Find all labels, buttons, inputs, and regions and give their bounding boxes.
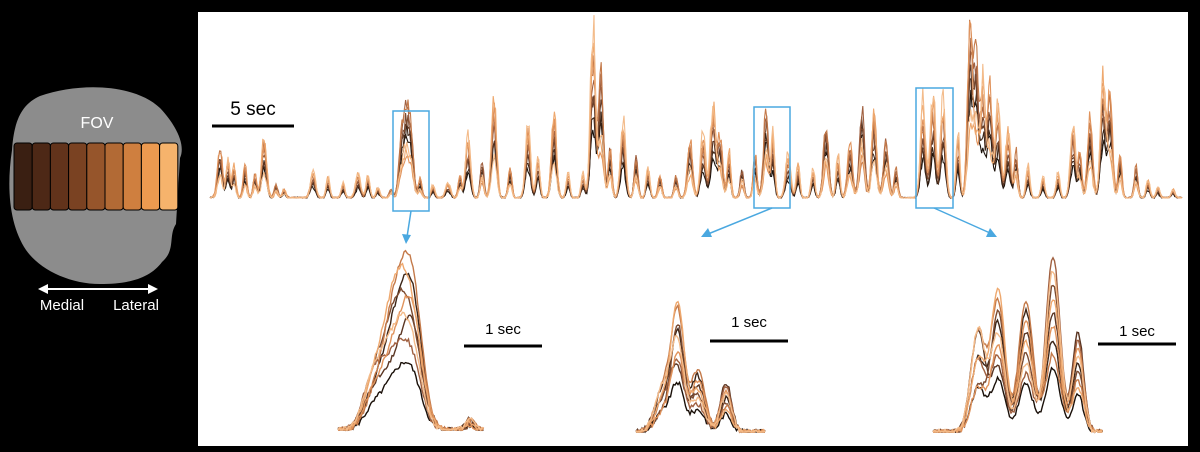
scale-label-zoom-2: 1 sec — [731, 314, 767, 331]
imaging-strip — [86, 142, 106, 211]
main-trace-line — [209, 50, 1183, 199]
zoom-arrow-1 — [402, 210, 412, 244]
zoom-trace-group-3 — [932, 256, 1104, 434]
zoom-arrow-3 — [933, 207, 997, 237]
scale-label-zoom-3: 1 sec — [1119, 323, 1155, 340]
imaging-strip — [31, 142, 51, 211]
main-trace-line — [209, 15, 1182, 200]
imaging-strip — [49, 142, 70, 211]
zoom-arrow-2 — [701, 207, 773, 237]
main-trace-group — [209, 15, 1183, 200]
main-trace-line — [209, 21, 1183, 199]
scale-label-zoom-1: 1 sec — [485, 321, 521, 338]
zoom-trace-line — [932, 270, 1103, 433]
lateral-label: Lateral — [113, 297, 159, 314]
imaging-strip — [159, 142, 179, 211]
imaging-strips — [13, 142, 179, 211]
fov-diagram: FOV Medial Lateral — [9, 87, 182, 314]
zoom-trace-line — [636, 300, 766, 434]
medial-lateral-arrow — [38, 284, 158, 294]
main-trace-line — [210, 37, 1183, 200]
imaging-strip — [122, 142, 142, 211]
zoom-trace-line — [636, 326, 766, 434]
imaging-strip — [140, 142, 161, 211]
medial-label: Medial — [40, 297, 84, 314]
zoom-trace-line — [337, 311, 484, 432]
imaging-strip — [68, 142, 88, 211]
imaging-strip — [104, 142, 124, 211]
fov-panel: FOV Medial Lateral — [0, 0, 196, 452]
main-trace-line — [209, 19, 1183, 200]
trace-panel: 5 sec 1 sec 1 sec 1 sec — [198, 12, 1188, 446]
zoom-trace-group-2 — [635, 300, 766, 434]
zoom-trace-line — [933, 319, 1103, 434]
zoom-trace-line — [338, 249, 485, 432]
imaging-strip — [13, 142, 33, 211]
fov-label: FOV — [81, 115, 114, 132]
zoom-trace-group-1 — [337, 249, 485, 432]
zoom-trace-line — [337, 262, 484, 432]
zoom-trace-line — [635, 335, 766, 433]
scale-label-main: 5 sec — [230, 99, 275, 120]
trace-figure: 5 sec 1 sec 1 sec 1 sec — [209, 15, 1183, 434]
main-trace-line — [209, 42, 1183, 200]
